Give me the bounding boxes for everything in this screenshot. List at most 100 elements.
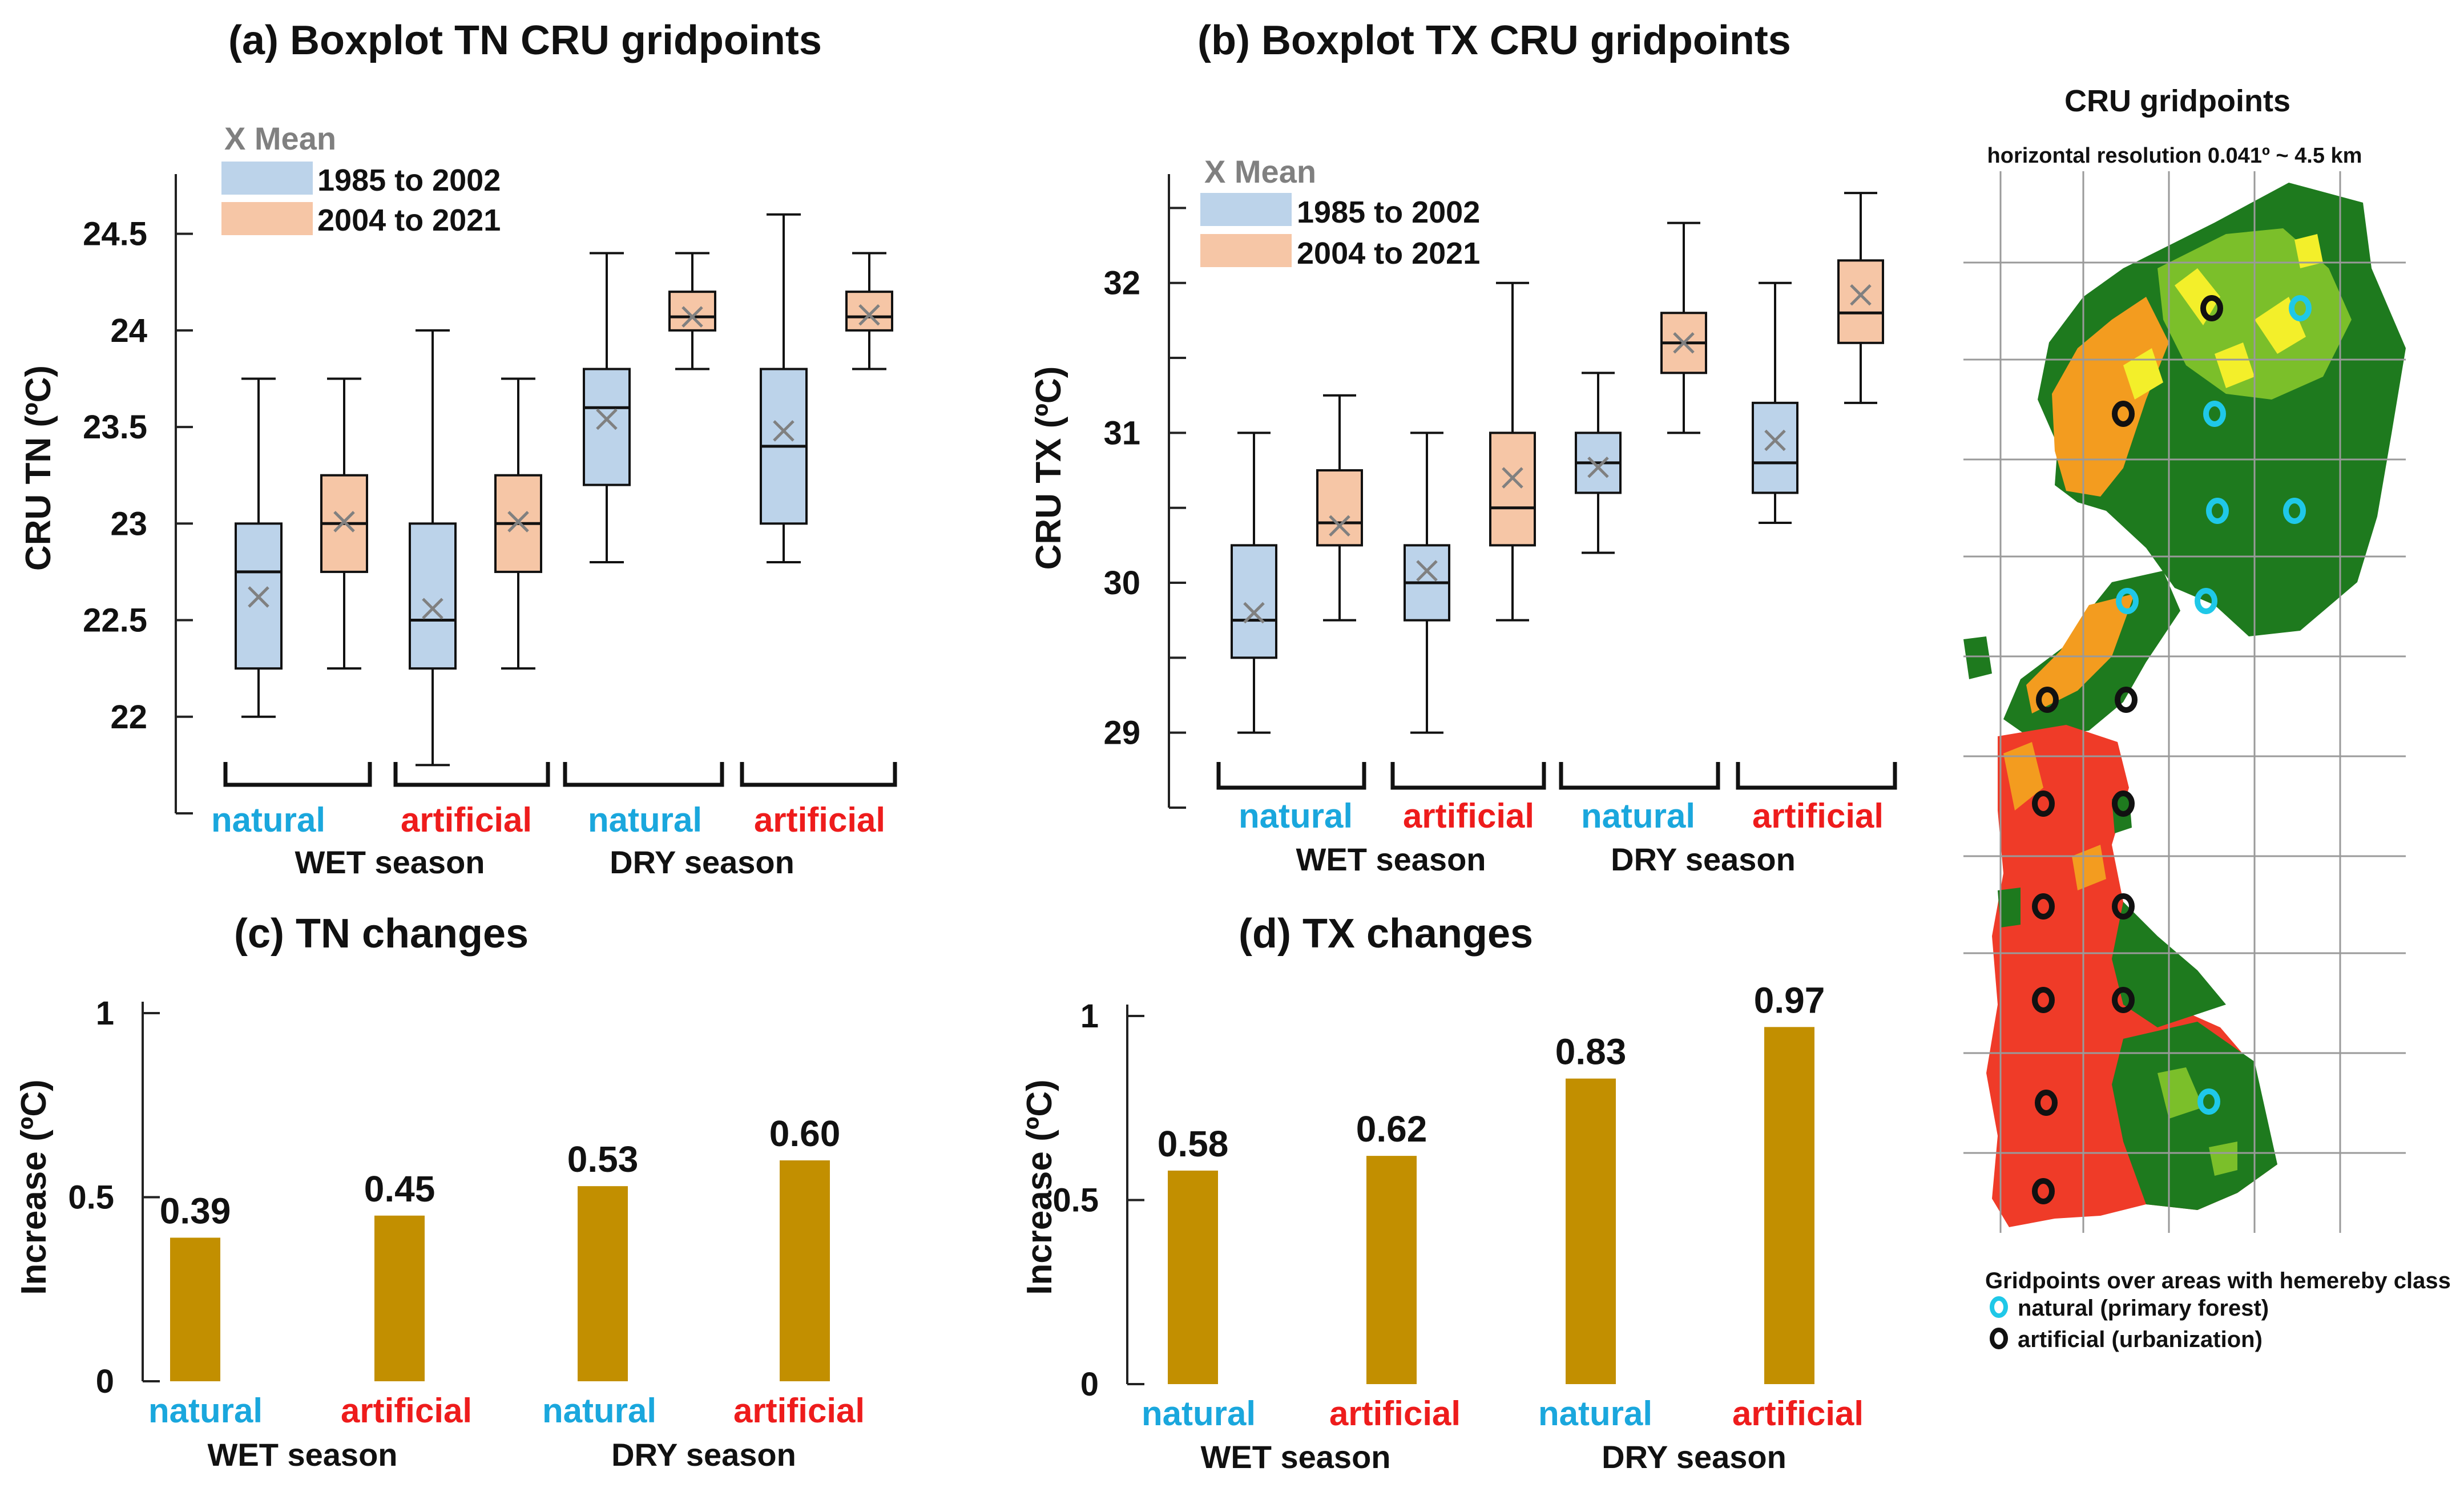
y-tick-label: 0 (1080, 1366, 1099, 1403)
category-label-artificial: artificial (1752, 797, 1884, 835)
mean-marker (248, 586, 269, 608)
box-iqr (1316, 469, 1363, 547)
category-label-natural: natural (1581, 797, 1695, 835)
gridpoint-natural (2195, 588, 2217, 614)
bar-value-label: 0.45 (364, 1168, 435, 1209)
box-period2 (1489, 281, 1536, 622)
box-period1 (409, 329, 457, 767)
bar-value-label: 0.60 (769, 1113, 841, 1154)
mean-marker (858, 304, 880, 326)
map-landmass (1963, 183, 2406, 1227)
mean-marker (1329, 515, 1350, 537)
y-tick-label: 31 (1103, 414, 1140, 451)
y-tick-label: 1 (1080, 998, 1099, 1035)
panel-d-dry-season-label: DRY season (1602, 1439, 1786, 1475)
bar (578, 1186, 628, 1381)
box-iqr (1837, 259, 1884, 344)
bar (170, 1237, 220, 1381)
bar (780, 1160, 830, 1381)
category-label-artificial: artificial (401, 801, 532, 839)
category-label-artificial: artificial (1403, 797, 1534, 835)
category-label-natural: natural (148, 1392, 263, 1430)
bar-value-label: 0.58 (1158, 1123, 1229, 1164)
gridpoint-natural (2197, 1088, 2220, 1115)
bar (1764, 1027, 1814, 1384)
gridpoint-artificial (2032, 987, 2055, 1013)
category-label-artificial: artificial (1732, 1394, 1864, 1433)
category-label-natural: natural (1239, 797, 1353, 835)
panel-a-legend-swatch-period2 (221, 202, 313, 235)
mean-marker (1764, 429, 1786, 451)
bar-value-label: 0.62 (1356, 1108, 1427, 1150)
gridpoint-artificial (2200, 295, 2223, 321)
mean-marker (1243, 602, 1265, 624)
y-tick-label: 32 (1103, 265, 1140, 302)
panel-a-legend-swatch-period1 (221, 162, 313, 195)
box-iqr (668, 291, 716, 332)
group-bracket (393, 762, 550, 787)
y-tick-label: 30 (1103, 564, 1140, 602)
map-islet (1963, 636, 1992, 679)
panel-c-wet-season-label: WET season (208, 1437, 398, 1473)
y-tick-label: 0.5 (68, 1179, 114, 1216)
map-legend-natural-marker (1990, 1296, 2008, 1318)
box-iqr (409, 522, 457, 670)
bar-value-label: 0.83 (1555, 1031, 1627, 1072)
bar (1168, 1170, 1218, 1384)
panel-b-legend-swatch-period2 (1200, 234, 1292, 267)
box-period1 (583, 252, 631, 563)
gridpoint-artificial (2112, 401, 2135, 427)
gridpoint-artificial (2032, 1178, 2055, 1204)
panel-b-wet-season-label: WET season (1296, 841, 1486, 877)
box-period1 (1231, 432, 1277, 734)
gridpoint-artificial (2112, 791, 2135, 817)
panel-d-plot: 0 0.5 1 0.58 0.62 0.83 0.97 natural artificial na… (1052, 979, 1864, 1433)
mean-marker (1416, 560, 1438, 582)
box-period2 (494, 377, 542, 670)
box-period1 (1575, 372, 1622, 554)
category-label-artificial: artificial (341, 1392, 472, 1430)
category-label-natural: natural (1538, 1394, 1652, 1433)
y-tick-label: 29 (1103, 715, 1140, 752)
box-iqr (1752, 401, 1798, 494)
gridpoint-artificial (2112, 987, 2135, 1013)
group-bracket (223, 762, 372, 787)
group-bracket (740, 762, 897, 787)
map-legend-title: Gridpoints over areas with hemereby clas… (1985, 1268, 2451, 1293)
category-label-artificial: artificial (1329, 1394, 1461, 1433)
panel-b-boxplot-tx: (b) Boxplot TX CRU gridpoints X Mean 198… (1029, 18, 1897, 877)
mean-marker (422, 598, 443, 619)
box-period1 (1404, 432, 1450, 734)
mean-marker (507, 511, 529, 533)
box-period2 (1316, 394, 1363, 622)
y-tick-label: 24.5 (83, 216, 147, 253)
y-tick-label: 0 (96, 1363, 114, 1400)
panel-d-tx-changes: (d) TX changes Increase (ºC) 0 0.5 1 0.58 0.… (1020, 911, 1864, 1475)
gridpoint-artificial (2032, 893, 2055, 920)
y-tick-label: 23 (110, 505, 147, 542)
gridpoint-artificial (2112, 893, 2135, 920)
bar (1366, 1156, 1417, 1384)
mean-marker (1673, 332, 1695, 354)
gridpoint-artificial (2032, 791, 2055, 817)
panel-a-boxplot-tn: (a) Boxplot TN CRU gridpoints X Mean 198… (19, 18, 897, 880)
panel-c-title: (c) TN changes (234, 911, 529, 957)
panel-b-legend-swatch-period1 (1200, 193, 1292, 226)
group-bracket (1736, 762, 1897, 790)
category-label-natural: natural (588, 801, 702, 839)
map-title: CRU gridpoints (2064, 84, 2290, 118)
panel-b-legend-period1: 1985 to 2002 (1297, 195, 1480, 229)
box-iqr (1231, 544, 1277, 659)
map-gridpoints-artificial (2032, 295, 2223, 1204)
gridpoint-artificial (2115, 687, 2138, 713)
gridpoint-natural (2283, 498, 2306, 524)
panel-c-tn-changes: (c) TN changes Increase (ºC) 0 0.5 1 0.39 0.… (14, 911, 865, 1473)
box-period1 (235, 377, 283, 718)
panel-a-legend-mean: X Mean (224, 120, 336, 156)
panel-a-ylabel: CRU TN (ºC) (19, 365, 58, 571)
box-period2 (668, 252, 716, 370)
map-south-green-patches (1998, 793, 2132, 928)
panel-a-wet-season-label: WET season (295, 844, 485, 880)
bar (374, 1215, 425, 1381)
